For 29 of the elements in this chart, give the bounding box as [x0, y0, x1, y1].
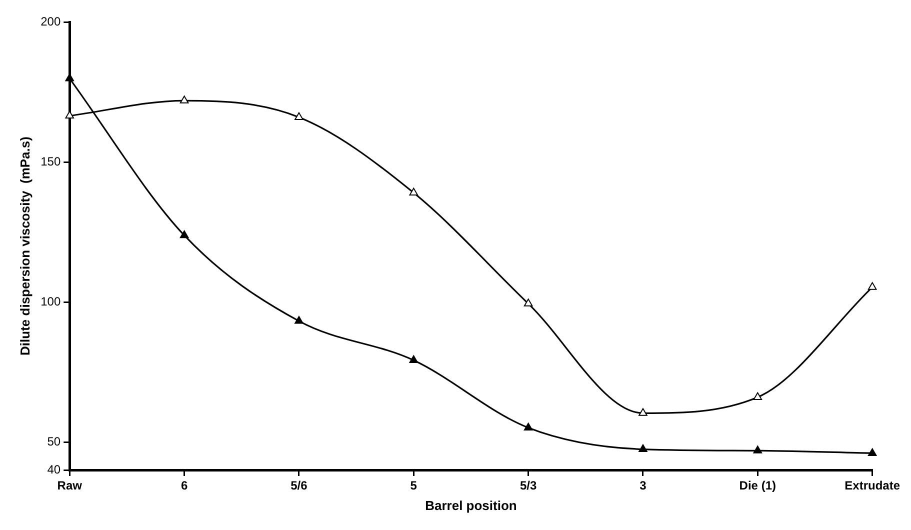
x-tick-label: 5/6 — [290, 478, 308, 493]
y-tick-label: 100 — [40, 294, 61, 308]
y-tick-label: 150 — [40, 154, 61, 168]
x-tick-label: 5 — [410, 478, 418, 493]
point — [868, 448, 877, 456]
x-tick-label: 6 — [180, 478, 188, 493]
point — [409, 355, 418, 363]
point — [638, 444, 648, 452]
y-tick-label: 50 — [47, 434, 61, 448]
point — [180, 230, 189, 238]
point — [180, 96, 189, 104]
point — [753, 446, 762, 454]
y-axis-title: Dilute dispersion viscosity (mPa.s) — [17, 136, 32, 356]
x-tick-label: Extrudate — [844, 478, 900, 493]
y-tick-label: 40 — [47, 462, 61, 476]
y-tick-label: 200 — [40, 14, 61, 28]
point — [524, 422, 533, 430]
point — [638, 408, 648, 416]
x-axis-title: Barrel position — [425, 498, 517, 513]
x-tick-label: 5/3 — [520, 478, 537, 493]
x-tick-label: Raw — [57, 478, 83, 493]
point — [409, 188, 418, 196]
point — [294, 316, 304, 324]
x-tick-label: Die (1) — [739, 478, 776, 493]
point — [294, 112, 304, 120]
point — [753, 392, 762, 400]
x-tick-label: 3 — [640, 478, 647, 493]
point — [524, 298, 533, 306]
point — [868, 282, 877, 290]
